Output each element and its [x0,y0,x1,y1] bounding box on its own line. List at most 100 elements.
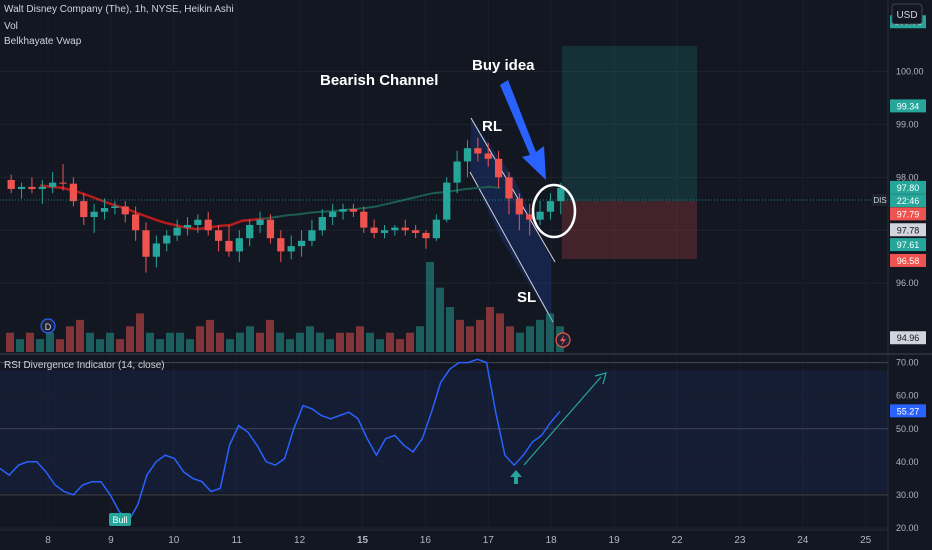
buy-idea-label[interactable]: Buy idea [472,57,535,74]
candle-body[interactable] [546,201,555,212]
time-axis[interactable]: 8 9 10 11 12 15 16 17 18 19 22 23 24 25 [45,535,871,546]
candle-body[interactable] [505,177,513,199]
candle-body[interactable] [318,217,326,231]
candle-body[interactable] [7,179,15,189]
sl-label[interactable]: SL [517,289,536,306]
candle-body[interactable] [277,238,285,252]
candle-body[interactable] [183,224,192,228]
candle-body[interactable] [90,211,98,218]
rsi-axis[interactable]: 20.00 30.00 40.00 50.00 60.00 70.00 55.27 [890,358,926,533]
candle-body[interactable] [287,246,295,252]
candle-body[interactable] [370,227,378,233]
candle-body[interactable] [256,219,264,225]
candle-body[interactable] [391,227,399,231]
vwap-line [39,184,501,231]
candle-body[interactable] [297,240,306,247]
candle-body[interactable] [349,209,358,212]
volume-bar [306,326,314,352]
volume-bar [136,313,144,352]
candle-body[interactable] [194,219,202,225]
bearish-channel-fill [470,118,551,320]
candle-body[interactable] [401,227,409,231]
buy-highlight-circle[interactable] [531,183,577,239]
candle-body[interactable] [515,198,523,215]
dividend-marker-icon[interactable] [40,318,56,334]
candle-body[interactable] [474,148,482,154]
rsi-value-badge-text: 55.27 [897,406,920,416]
volume-bar [396,339,404,352]
candle-body[interactable] [100,208,109,212]
candle-body[interactable] [28,186,36,189]
rsi-tick-label: 60.00 [896,391,919,401]
candle-body[interactable] [17,186,26,189]
channel-lower-line[interactable] [469,171,554,323]
candle-body[interactable] [225,240,233,252]
candle-body[interactable] [308,230,316,241]
currency-button[interactable] [891,3,923,25]
candle-body[interactable] [360,211,368,228]
candle-body[interactable] [235,238,243,252]
time-tick-label: 12 [294,535,306,546]
candle-body[interactable] [557,187,565,202]
candle-body[interactable] [152,243,160,257]
candle-body[interactable] [380,230,389,233]
candle-body[interactable] [204,219,212,231]
candle-body[interactable] [443,182,451,220]
candle-body[interactable] [111,206,119,209]
volume-bar [496,313,504,352]
time-tick-label: 15 [357,535,369,546]
price-tick-label: 100.00 [896,66,924,76]
buy-idea-arrow-icon[interactable] [500,80,546,180]
candle-body[interactable] [422,232,430,239]
candle-body[interactable] [80,201,88,218]
vol-legend[interactable]: Vol [4,21,18,32]
candle-body[interactable] [329,211,337,218]
volume-bar [406,332,414,352]
candle-body[interactable] [412,230,420,233]
candle-body[interactable] [142,230,150,257]
volume-bar [116,339,124,352]
rl-label[interactable]: RL [482,118,502,135]
candle-body[interactable] [339,209,347,212]
candle-body[interactable] [38,186,46,189]
candle-body[interactable] [484,153,492,159]
candle-body[interactable] [121,206,129,215]
candle-body[interactable] [432,219,440,239]
vwap-legend[interactable]: Belkhayate Vwap [4,36,82,47]
rsi-title[interactable]: RSI Divergence Indicator (14, close) [4,360,165,371]
rsi-arrowhead-icon [594,372,607,385]
symbol-legend[interactable]: Walt Disney Company (The), 1h, NYSE, Hei… [4,4,234,15]
volume-bar [206,319,214,352]
up-arrow-icon [510,470,522,484]
candle-body[interactable] [132,214,140,231]
candle-body[interactable] [69,183,78,202]
time-tick-label: 24 [797,535,809,546]
loss-zone[interactable] [562,201,697,259]
rsi-trend-arrow[interactable] [523,376,602,466]
candle-body[interactable] [266,219,275,239]
candle-body[interactable] [173,227,181,236]
candle-body[interactable] [494,158,503,178]
candle-body[interactable] [526,214,534,220]
rsi-tick-label: 70.00 [896,358,919,368]
price-badge [890,99,926,113]
volume-bar [326,339,334,352]
rsi-line[interactable] [0,358,561,523]
candle-body[interactable] [214,230,223,241]
candle-body[interactable] [463,148,472,162]
candle-body[interactable] [536,211,544,220]
channel-upper-line[interactable] [470,117,556,263]
volume-bar [256,332,264,352]
volume-bar [106,332,114,352]
candle-body[interactable] [163,235,171,244]
candle-body[interactable] [49,182,57,187]
bearish-channel-label[interactable]: Bearish Channel [320,72,438,89]
candle-body[interactable] [453,161,461,183]
volume-bar [96,339,104,352]
volume-bar [386,332,394,352]
candle-body[interactable] [59,182,67,184]
time-tick-label: 22 [671,535,683,546]
candle-body[interactable] [246,224,254,239]
profit-zone[interactable] [562,46,697,201]
volume-bar [126,326,134,352]
